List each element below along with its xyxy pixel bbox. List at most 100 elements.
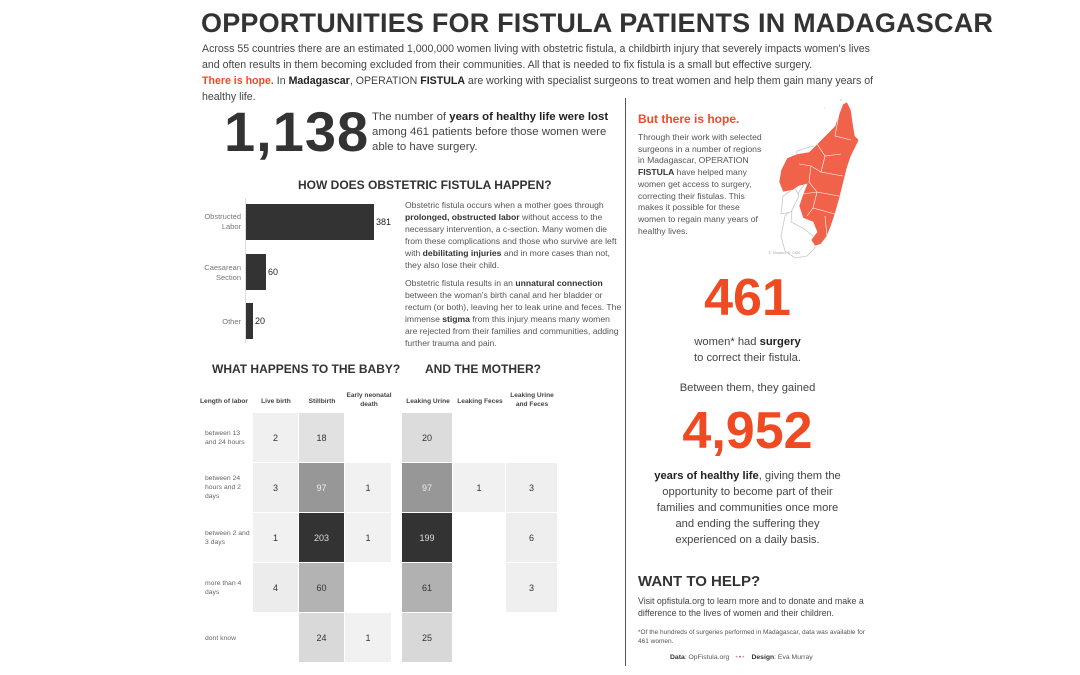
heatmap-cell: 20 [402, 413, 452, 462]
hope-fistula: FISTULA [420, 75, 465, 87]
t: years of healthy life [654, 470, 759, 482]
col-header-early-neonatal: Early neonatal death [346, 392, 392, 408]
bar-obstructed-labor [246, 204, 374, 240]
bar-value: 60 [268, 267, 279, 277]
heatmap-cell: 3 [506, 563, 557, 612]
heatmap-cell: 1 [345, 463, 391, 512]
causes-heading: HOW DOES OBSTETRIC FISTULA HAPPEN? [298, 178, 552, 192]
help-text: Visit opfistula.org to learn more and to… [638, 596, 864, 618]
col-header-stillbirth: Stillbirth [308, 398, 336, 405]
bar-label-line: Section [215, 273, 241, 282]
intro-paragraph: Across 55 countries there are an estimat… [202, 43, 870, 71]
t: from this injury means many women are re… [405, 314, 619, 348]
lost-bold: years of healthy life were lost [449, 111, 609, 123]
t: debilitating injuries [422, 248, 502, 258]
bar-caesarean-section [246, 254, 266, 290]
madagascar-map [778, 99, 860, 259]
t: , giving them the opportunity to become … [656, 470, 841, 546]
bar-label-other: Other [222, 317, 241, 326]
col-header-leaking-feces: Leaking Feces [457, 398, 503, 405]
lost-post: among 461 patients before those women we… [372, 126, 607, 153]
t: to correct their fistula. [694, 352, 801, 364]
heatmap-cell: 1 [453, 463, 505, 512]
col-header-length: Length of labor [200, 398, 248, 405]
t: Obstetric fistula occurs when a mother g… [405, 200, 604, 210]
lost-pre: The number of [372, 111, 450, 123]
t: between the woman's birth canal and her … [405, 290, 622, 324]
data-source: : OpFistula.org [684, 654, 730, 661]
heatmap-cell: 97 [299, 463, 344, 512]
years-lost-text: The number of years of healthy life were… [372, 110, 622, 155]
bar-label-line: Labor [221, 222, 241, 231]
col-header-leaking-both: Leaking Urine and Feces [510, 392, 554, 408]
hope-in: In [273, 75, 289, 87]
heatmap-cell: 1 [345, 613, 391, 662]
designer: : Eva Murray [774, 654, 813, 661]
t: without access to the necessary interven… [405, 212, 617, 258]
bar-axis [245, 198, 246, 343]
credits: Data: OpFistula.org ••• Design: Eva Murray [670, 654, 813, 661]
row-label: dont know [205, 635, 236, 642]
bar-label-obstructed: Obstructed Labor [197, 212, 241, 232]
bar-label-line: Obstructed [204, 212, 241, 221]
t: and in more cases than not, they also lo… [405, 248, 610, 270]
t: prolonged, obstructed labor [405, 212, 520, 222]
col-header-live-birth: Live birth [261, 398, 291, 405]
baby-heading: WHAT HAPPENS TO THE BABY? [212, 362, 401, 376]
heatmap-cell: 2 [253, 413, 298, 462]
t: Through their work with selected surgeon… [638, 132, 762, 166]
heatmap-cell: 18 [299, 413, 344, 462]
heatmap-cell: 1 [345, 513, 391, 562]
hope-op: , OPERATION [349, 75, 421, 87]
col-header-leaking-urine: Leaking Urine [406, 398, 450, 405]
row-label: more than 4 days [205, 580, 242, 596]
help-heading: WANT TO HELP? [638, 573, 761, 590]
heatmap-cell: 6 [506, 513, 557, 562]
t: Obstetric fistula results in an [405, 278, 516, 288]
bar-value: 381 [376, 217, 392, 227]
women-text: women* had surgery to correct their fist… [640, 334, 855, 366]
data-label: Data [670, 654, 685, 661]
t: have helped many women get access to sur… [638, 167, 758, 236]
column-divider [625, 98, 626, 666]
hope-text: Through their work with selected surgeon… [638, 132, 766, 237]
years-lost-number: 1,138 [224, 100, 370, 163]
hope-country: Madagascar [288, 75, 350, 87]
heatmap-cell: 203 [299, 513, 344, 562]
heatmap-cell: 97 [402, 463, 452, 512]
separator-dots-icon: ••• [735, 654, 746, 661]
mother-heading: AND THE MOTHER? [425, 362, 541, 376]
t: surgery [759, 336, 801, 348]
heatmap-cell: 3 [506, 463, 557, 512]
row-label: between 13 and 24 hours [205, 430, 245, 446]
explanation-paragraph-1: Obstetric fistula occurs when a mother g… [405, 199, 623, 271]
bar-other [246, 303, 253, 339]
footnote: *Of the hundreds of surgeries performed … [638, 629, 865, 645]
hope-rest: are working with specialist surgeons to … [202, 75, 874, 103]
years-gained-number: 4,952 [682, 402, 813, 460]
explanation-paragraph-2: Obstetric fistula results in an unnatura… [405, 277, 623, 349]
t: FISTULA [638, 167, 675, 178]
map-credit: © Mapbox © OSM [768, 251, 801, 255]
hope-heading: But there is hope. [638, 112, 740, 126]
heatmap-cell: 61 [402, 563, 452, 612]
years-gained-text: years of healthy life, giving them the o… [650, 468, 845, 548]
bar-value: 20 [255, 316, 266, 326]
hope-lead: There is hope. [202, 75, 274, 87]
between-text: Between them, they gained [679, 382, 816, 394]
fistula-explanation: Obstetric fistula occurs when a mother g… [405, 199, 623, 355]
heatmap-cell: 1 [253, 513, 298, 562]
heatmap-cell: 24 [299, 613, 344, 662]
heatmap-cell: 3 [253, 463, 298, 512]
bar-label-line: Caesarean [204, 263, 241, 272]
heatmap-cell: 4 [253, 563, 298, 612]
heatmap-cell: 25 [402, 613, 452, 662]
women-number: 461 [704, 269, 791, 327]
heatmap-cell: 199 [402, 513, 452, 562]
t: stigma [442, 314, 470, 324]
t: women* had [694, 336, 760, 348]
page-title: OPPORTUNITIES FOR FISTULA PATIENTS IN MA… [201, 8, 994, 38]
row-label: between 2 and 3 days [205, 530, 250, 546]
row-label: between 24 hours and 2 days [205, 475, 241, 500]
intro-text: Across 55 countries there are an estimat… [202, 41, 882, 105]
